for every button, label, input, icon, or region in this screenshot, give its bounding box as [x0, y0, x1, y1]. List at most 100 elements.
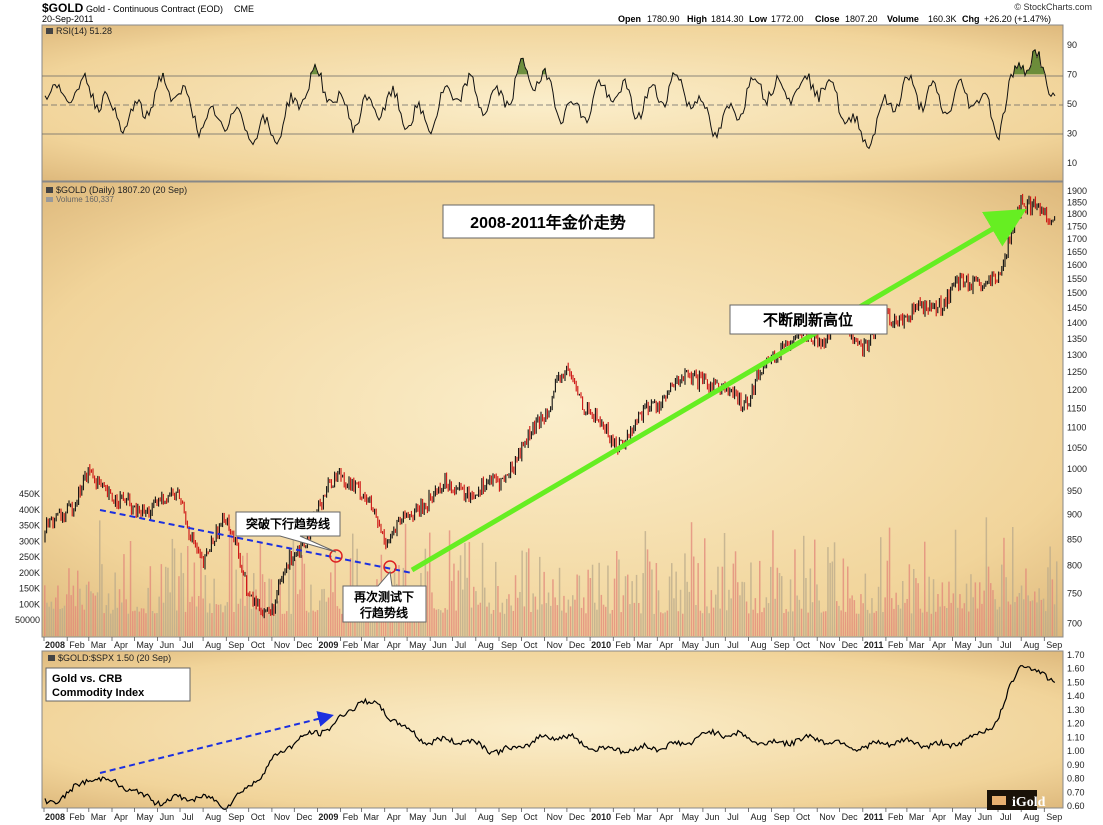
ratio-tick-label: 1.50 — [1067, 678, 1085, 688]
x-tick-label: Apr — [659, 640, 673, 650]
volume-bar — [596, 609, 598, 636]
volume-bar — [488, 602, 490, 636]
volume-bar — [448, 530, 451, 636]
ratio-tick-label: 1.10 — [1067, 732, 1085, 742]
x-tick-label: Sep — [501, 812, 517, 822]
volume-bar — [140, 608, 143, 636]
x-tick-label: Oct — [796, 812, 811, 822]
volume-bar — [321, 589, 323, 636]
volume-bar — [429, 532, 431, 636]
volume-bar — [378, 613, 380, 636]
volume-bar — [270, 579, 273, 636]
volume-bar — [338, 608, 341, 636]
ratio-tick-label: 1.70 — [1067, 650, 1085, 660]
volume-bar — [259, 541, 262, 636]
volume-bar — [963, 603, 966, 636]
volume-bar — [107, 593, 110, 636]
x-tick-label: Mar — [364, 640, 380, 650]
price-tick-label: 1050 — [1067, 443, 1087, 453]
x-tick-label: Aug — [478, 640, 494, 650]
volume-bar — [563, 595, 565, 636]
volume-bar — [248, 594, 251, 636]
volume-bar — [473, 586, 475, 636]
volume-bar — [574, 599, 576, 636]
price-tick-label: 750 — [1067, 589, 1082, 599]
instrument-name: Gold - Continuous Contract (EOD) — [86, 4, 223, 14]
volume-bar — [677, 611, 680, 636]
ratio-legend-icon — [48, 655, 55, 661]
volume-bar — [444, 608, 446, 636]
volume-bar — [611, 610, 614, 636]
volume-bar — [389, 610, 391, 636]
x-tick-label: Feb — [615, 640, 631, 650]
volume-bar — [961, 608, 963, 636]
volume-bar — [176, 610, 178, 636]
volume-bar — [921, 612, 924, 636]
x-tick-label: Feb — [343, 812, 359, 822]
x-tick-label: Oct — [523, 812, 538, 822]
x-tick-label: May — [954, 812, 972, 822]
volume-bar — [943, 606, 946, 636]
volume-bar — [327, 597, 330, 636]
volume-bar — [809, 568, 812, 636]
volume-bar — [673, 598, 675, 636]
price-tick-label: 1200 — [1067, 385, 1087, 395]
volume-bar — [451, 580, 453, 636]
open-value: 1780.90 — [647, 14, 680, 24]
volume-bar — [805, 578, 807, 636]
ratio-tick-label: 0.80 — [1067, 774, 1085, 784]
volume-bar — [521, 550, 523, 636]
downtrend-line — [99, 509, 413, 574]
volume-bar — [173, 548, 176, 636]
x-tick-label: 2009 — [318, 812, 338, 822]
volume-bar — [484, 587, 486, 636]
volume-bar — [134, 610, 136, 636]
chg-value: +26.20 (+1.47%) — [984, 14, 1051, 24]
x-tick-label: Jun — [432, 812, 447, 822]
volume-bar — [492, 610, 495, 636]
volume-bar — [688, 591, 691, 636]
x-tick-label: Oct — [251, 812, 266, 822]
x-axis-bottom: 2008 Feb Mar Apr May Jun Jul Aug Sep Oct Nov Dec 200… — [43, 808, 1062, 822]
volume-bar — [796, 595, 798, 636]
volume-bar — [671, 563, 673, 636]
volume-bar — [820, 612, 823, 636]
volume-bar — [660, 612, 662, 636]
volume-bar — [833, 542, 836, 636]
volume-bar — [132, 611, 134, 636]
volume-bar — [807, 612, 809, 636]
volume-bar — [48, 606, 50, 636]
volume-bar — [165, 566, 167, 636]
volume-bar — [1016, 596, 1018, 636]
volume-bar — [932, 579, 935, 636]
volume-bar — [1018, 593, 1021, 636]
volume-bar — [730, 598, 732, 636]
volume-bar — [849, 598, 851, 636]
breakout-callout: 突破下行趋势线 — [235, 511, 341, 553]
volume-bar — [314, 611, 317, 636]
volume-bar — [930, 613, 933, 636]
volume-bar — [286, 611, 288, 636]
volume-bar — [92, 593, 94, 636]
breakout-callout-text: 突破下行趋势线 — [246, 516, 330, 531]
volume-bar — [530, 612, 532, 636]
volume-bar — [776, 567, 779, 636]
x-tick-label: Aug — [751, 812, 767, 822]
volume-bar — [974, 582, 977, 636]
volume-bar — [545, 603, 548, 636]
x-tick-label: Apr — [114, 812, 128, 822]
ratio-tick-label: 1.40 — [1067, 691, 1085, 701]
volume-bar — [400, 609, 402, 636]
volume-bar — [712, 607, 715, 636]
volume-bar — [800, 608, 803, 636]
volume-bar — [528, 548, 530, 636]
volume-bar — [853, 600, 856, 636]
volume-bar — [668, 576, 671, 636]
volume-bar — [954, 529, 957, 636]
volume-bar — [55, 597, 57, 636]
volume-bar — [679, 589, 682, 636]
volume-bar — [121, 602, 123, 636]
volume-bar — [763, 607, 765, 636]
volume-bar — [319, 600, 321, 636]
volume-bar — [96, 592, 99, 636]
